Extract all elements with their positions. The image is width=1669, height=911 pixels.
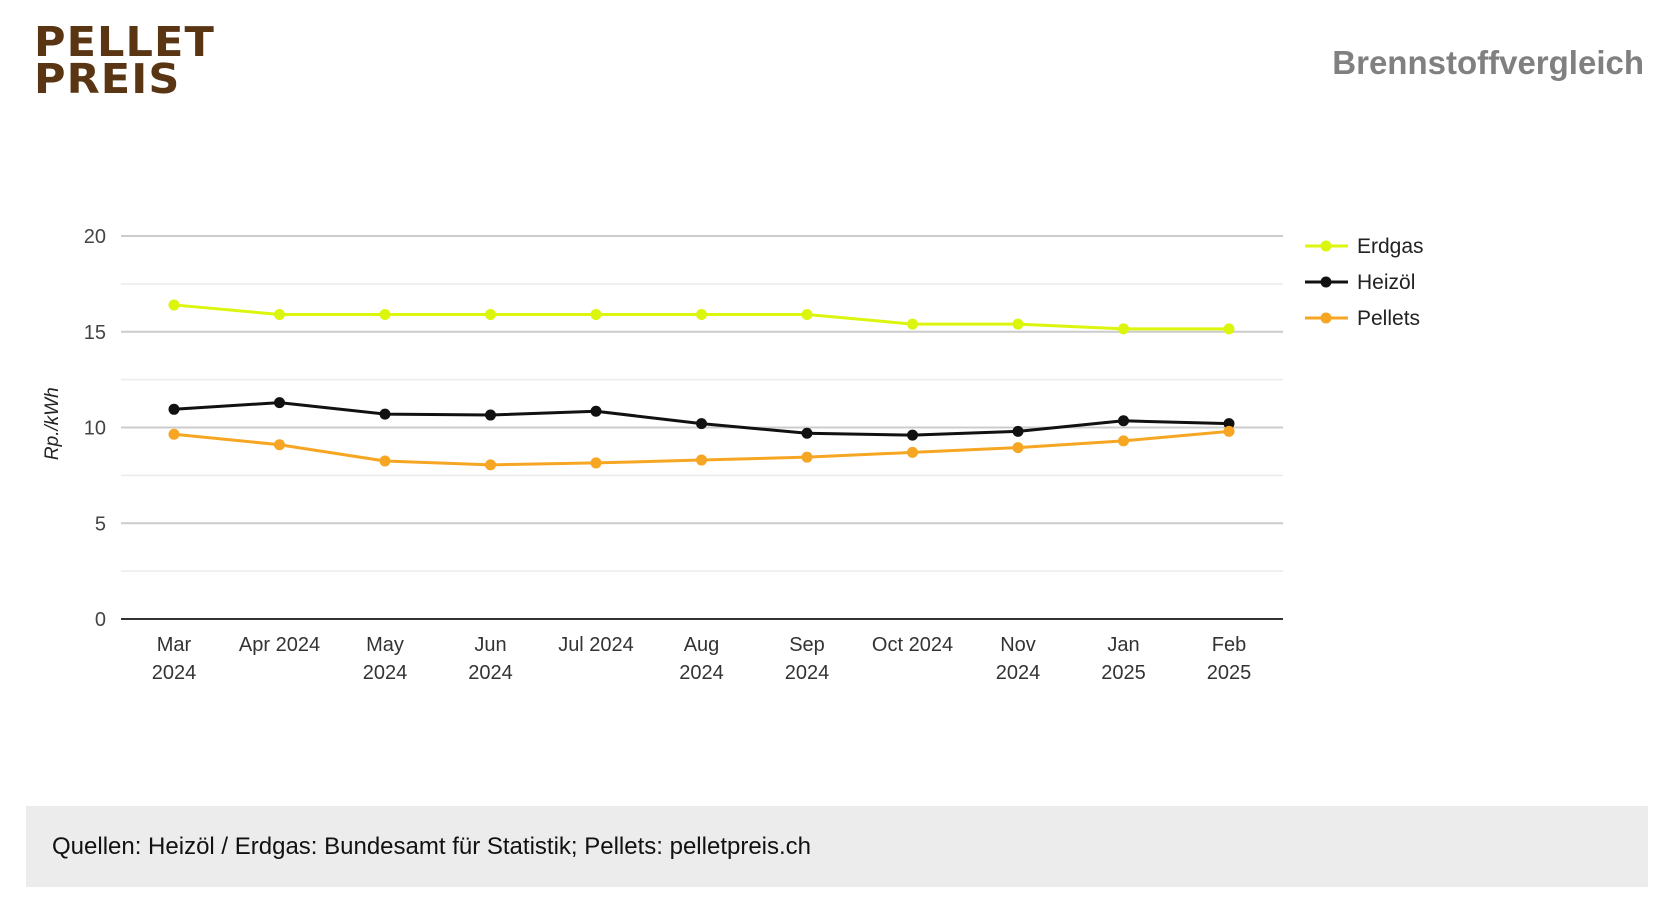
y-tick-label: 0 xyxy=(95,609,106,631)
data-point-erdgas xyxy=(168,299,180,311)
data-point-erdgas xyxy=(696,309,707,321)
y-tick-label: 15 xyxy=(84,322,106,344)
x-tick-label: 2025 xyxy=(1101,662,1146,684)
data-point-pellets xyxy=(168,428,180,440)
x-tick-label: May xyxy=(366,634,404,656)
pelletpreis-logo: PELLET PREIS xyxy=(34,18,215,103)
x-tick-label: Oct 2024 xyxy=(872,634,953,656)
sources-text: Quellen: Heizöl / Erdgas: Bundesamt für … xyxy=(52,833,812,860)
y-tick-label: 20 xyxy=(84,226,106,248)
legend-label-heizöl: Heizöl xyxy=(1357,271,1415,294)
y-tick-label: 10 xyxy=(84,418,106,440)
x-tick-label: Jul 2024 xyxy=(558,634,634,656)
data-point-pellets xyxy=(1118,435,1129,447)
data-point-pellets xyxy=(379,455,391,467)
data-point-erdgas xyxy=(1223,323,1235,335)
data-point-erdgas xyxy=(1012,318,1024,330)
data-point-heizöl xyxy=(379,408,391,420)
data-point-erdgas xyxy=(907,318,918,330)
x-tick-label: Jan xyxy=(1107,634,1139,656)
logo-line-2: PREIS xyxy=(34,55,181,103)
data-point-erdgas xyxy=(274,309,285,321)
legend-label-pellets: Pellets xyxy=(1357,307,1420,330)
data-point-heizöl xyxy=(1012,425,1024,437)
data-point-pellets xyxy=(1012,442,1024,454)
data-point-erdgas xyxy=(379,309,391,321)
data-point-erdgas xyxy=(485,309,496,321)
data-point-heizöl xyxy=(485,409,496,421)
data-point-erdgas xyxy=(590,309,602,321)
x-tick-label: Aug xyxy=(684,634,720,656)
y-axis-label: Rp./kWh xyxy=(42,387,63,460)
x-tick-label: 2024 xyxy=(996,662,1041,684)
x-tick-label: 2024 xyxy=(679,662,724,684)
logo-line-1: PELLET xyxy=(34,18,215,66)
x-tick-label: Nov xyxy=(1000,634,1036,656)
data-point-heizöl xyxy=(1118,415,1129,427)
data-point-heizöl xyxy=(168,403,180,415)
y-tick-label: 5 xyxy=(95,513,106,535)
x-tick-label: Feb xyxy=(1212,634,1246,656)
data-point-pellets xyxy=(801,451,813,463)
x-tick-label: Jun xyxy=(474,634,506,656)
x-tick-label: 2024 xyxy=(468,662,513,684)
data-point-pellets xyxy=(1223,425,1235,437)
data-point-heizöl xyxy=(1223,418,1235,430)
data-point-pellets xyxy=(274,439,285,451)
x-tick-label: 2024 xyxy=(785,662,830,684)
legend-marker-pellets xyxy=(1320,312,1332,324)
x-tick-label: 2024 xyxy=(363,662,408,684)
x-tick-label: Apr 2024 xyxy=(239,634,320,656)
x-tick-label: 2024 xyxy=(152,662,197,684)
x-tick-label: Sep xyxy=(789,634,825,656)
data-point-erdgas xyxy=(1118,323,1129,335)
data-point-pellets xyxy=(907,446,918,458)
data-point-heizöl xyxy=(274,397,285,409)
legend-marker-heizöl xyxy=(1320,276,1332,288)
page-title: Brennstoffvergleich xyxy=(1332,44,1644,81)
data-point-heizöl xyxy=(696,418,707,430)
x-tick-label: 2025 xyxy=(1207,662,1252,684)
sources-footer: Quellen: Heizöl / Erdgas: Bundesamt für … xyxy=(26,806,1648,887)
data-point-pellets xyxy=(485,459,496,471)
x-tick-label: Mar xyxy=(157,634,192,656)
legend-label-erdgas: Erdgas xyxy=(1357,235,1424,258)
data-point-pellets xyxy=(696,454,707,466)
data-point-heizöl xyxy=(801,427,813,439)
data-point-heizöl xyxy=(590,405,602,417)
legend-marker-erdgas xyxy=(1320,240,1332,252)
data-point-pellets xyxy=(590,457,602,469)
data-point-erdgas xyxy=(801,309,813,321)
data-point-heizöl xyxy=(907,429,918,441)
